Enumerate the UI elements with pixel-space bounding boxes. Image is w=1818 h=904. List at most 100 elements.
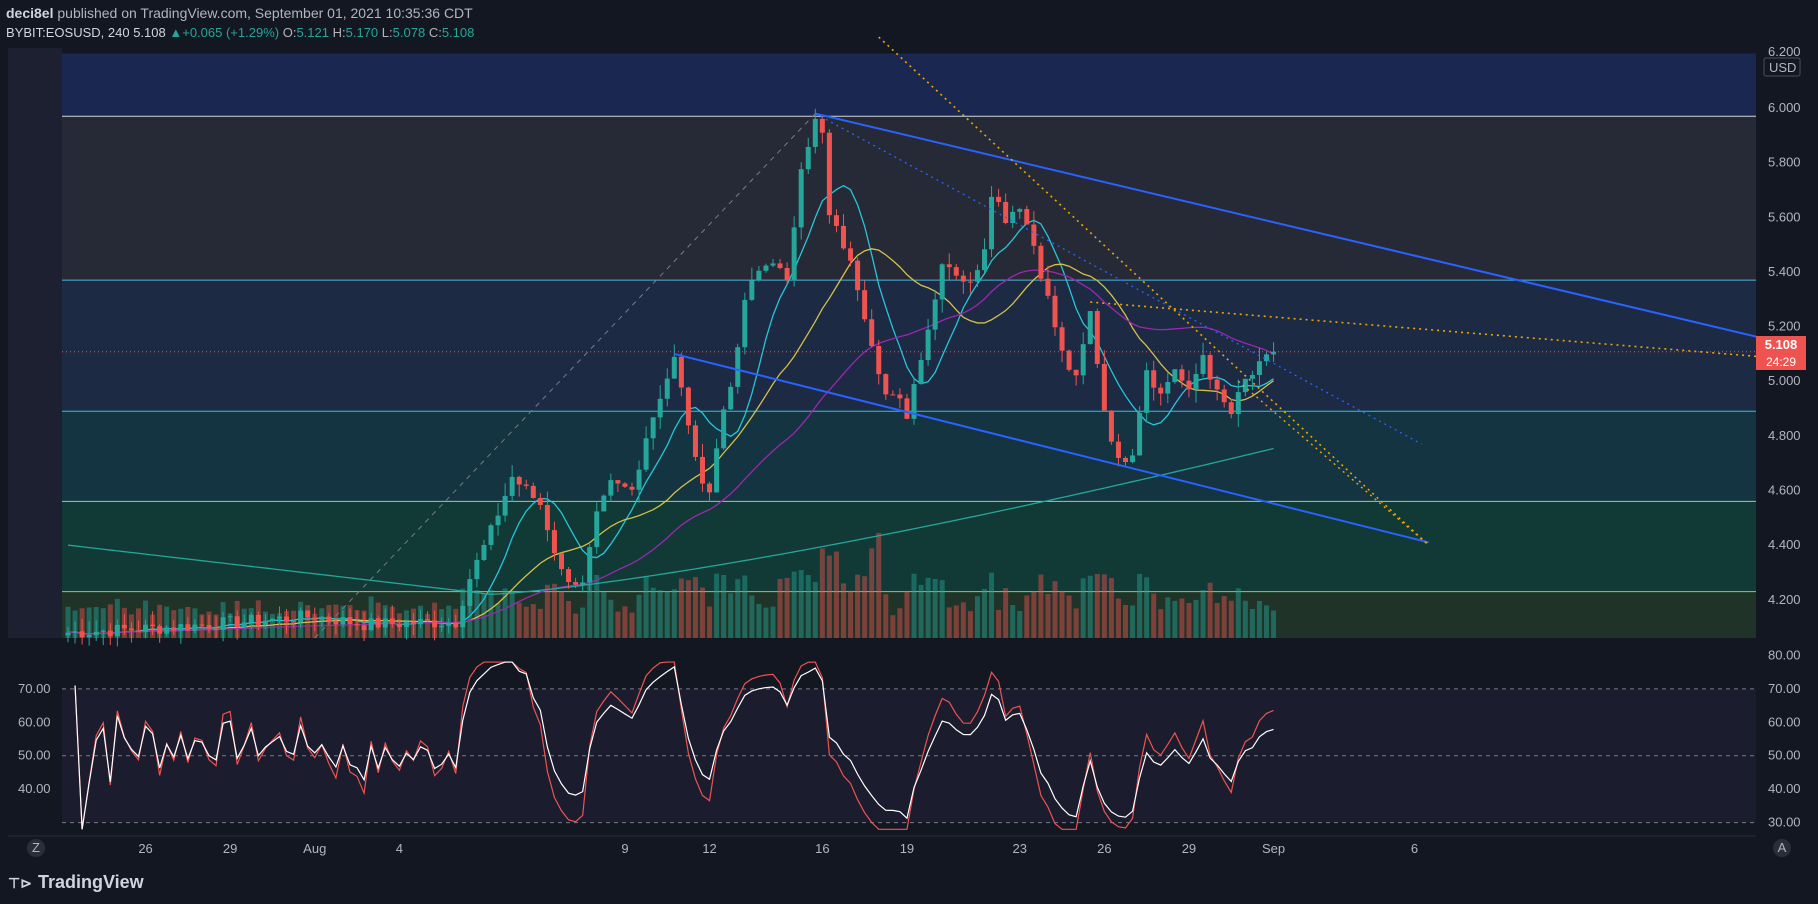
candle-body xyxy=(566,569,572,583)
candle-body xyxy=(1249,374,1255,379)
volume-bar xyxy=(855,574,861,638)
rsi-pane xyxy=(8,642,1758,836)
candle-body xyxy=(291,621,297,623)
candle-body xyxy=(432,620,438,628)
rsi-right-tick: 70.00 xyxy=(1768,681,1801,696)
tradingview-logo[interactable]: ⊤⊳ TradingView xyxy=(8,872,144,893)
candle-body xyxy=(530,485,536,499)
volume-bar xyxy=(1045,593,1051,638)
volume-bar xyxy=(1003,588,1009,638)
symbol-label[interactable]: BYBIT:EOSUSD, 240 xyxy=(6,25,130,40)
candle-body xyxy=(798,169,804,228)
volume-bar xyxy=(1172,600,1178,638)
volume-bar xyxy=(1137,573,1143,638)
candle-body xyxy=(615,480,621,484)
author-name[interactable]: deci8el xyxy=(6,5,54,21)
candle-body xyxy=(967,281,973,283)
volume-bar xyxy=(911,573,917,638)
candle-body xyxy=(841,225,846,249)
time-axis-tick: 6 xyxy=(1411,841,1418,856)
candle-body xyxy=(1186,380,1192,390)
candle-body xyxy=(1073,369,1079,376)
volume-bar xyxy=(1130,605,1136,638)
fib-band xyxy=(62,116,1756,281)
volume-bar xyxy=(1242,600,1248,638)
candle-body xyxy=(1087,311,1093,345)
rsi-right-tick: 60.00 xyxy=(1768,714,1801,729)
volume-bar xyxy=(735,579,741,638)
candle-body xyxy=(862,290,868,320)
fib-band xyxy=(62,591,1756,638)
volume-bar xyxy=(587,578,593,638)
volume-bar xyxy=(897,608,903,638)
price-axis-tick: 4.600 xyxy=(1768,483,1801,498)
candle-body xyxy=(833,215,839,226)
volume-bar xyxy=(530,604,536,638)
volume-bar xyxy=(269,613,275,638)
moving-average-line xyxy=(67,248,1274,635)
candle-body xyxy=(410,621,416,625)
candle-body xyxy=(749,280,755,300)
candle-body xyxy=(559,553,564,570)
volume-bar xyxy=(1115,598,1121,638)
time-axis-tick: 4 xyxy=(396,841,403,856)
currency-label: USD xyxy=(1769,60,1796,75)
candle-body xyxy=(453,622,459,628)
candle-body xyxy=(340,617,346,625)
channel-lower-line xyxy=(674,352,1429,544)
time-axis-tick: Aug xyxy=(303,841,326,856)
volume-bar xyxy=(277,613,282,638)
candle-body xyxy=(446,622,452,626)
candle-body xyxy=(128,628,134,631)
volume-bar xyxy=(474,590,480,638)
candle-body xyxy=(1214,379,1220,390)
rsi-right-tick: 40.00 xyxy=(1768,781,1801,796)
volume-bar xyxy=(1108,577,1114,638)
candle-body xyxy=(643,438,649,470)
price-axis-top-tick: 6.200 xyxy=(1768,44,1801,59)
candle-body xyxy=(657,398,663,418)
candle-body xyxy=(72,631,78,633)
volume-bar xyxy=(819,548,825,638)
volume-bar xyxy=(164,606,170,638)
candle-body xyxy=(714,448,720,493)
zoom-button[interactable] xyxy=(27,839,45,857)
open-label: O: xyxy=(282,25,297,40)
volume-bar xyxy=(227,613,233,638)
auto-scale-button[interactable] xyxy=(1773,839,1791,857)
candle-body xyxy=(1144,370,1150,413)
volume-bar xyxy=(678,578,684,638)
candle-body xyxy=(904,398,910,419)
candle-body xyxy=(389,618,395,624)
candle-body xyxy=(1137,412,1143,456)
price-chart[interactable]: 6.000 5.800 5.600 5.400 5.200 5.000 4.800 4.600… xyxy=(0,0,1818,860)
candle-body xyxy=(1094,311,1100,364)
volume-bar xyxy=(1193,599,1199,638)
candle-body xyxy=(418,619,423,625)
candle-body xyxy=(396,623,402,627)
volume-bar xyxy=(425,613,431,638)
candle-body xyxy=(1010,211,1016,224)
close-value: 5.108 xyxy=(441,25,475,40)
volume-bar xyxy=(601,592,607,638)
volume-bar xyxy=(636,594,642,638)
ohlc-legend: BYBIT:EOSUSD, 240 5.108 ▲+0.065 (+1.29%)… xyxy=(6,25,474,40)
volume-bar xyxy=(707,606,713,638)
high-value: 5.170 xyxy=(345,25,379,40)
price-axis-tick: 5.000 xyxy=(1768,373,1801,388)
candle-body xyxy=(227,616,233,618)
candle-body xyxy=(121,624,127,629)
candle-body xyxy=(157,626,163,634)
rsi-left-tick: 40.00 xyxy=(18,781,51,796)
change-value: +0.065 (+1.29%) xyxy=(182,25,280,40)
time-axis-tick: 26 xyxy=(1097,841,1111,856)
candle-body xyxy=(685,387,691,426)
price-axis-tick: 5.600 xyxy=(1768,209,1801,224)
volume-bar xyxy=(1059,590,1065,638)
volume-bar xyxy=(728,593,734,638)
candle-body xyxy=(671,356,677,379)
zoom-button-label[interactable]: Z xyxy=(32,840,40,855)
candle-body xyxy=(982,249,987,271)
candle-body xyxy=(523,484,529,486)
volume-bar xyxy=(1165,597,1171,638)
